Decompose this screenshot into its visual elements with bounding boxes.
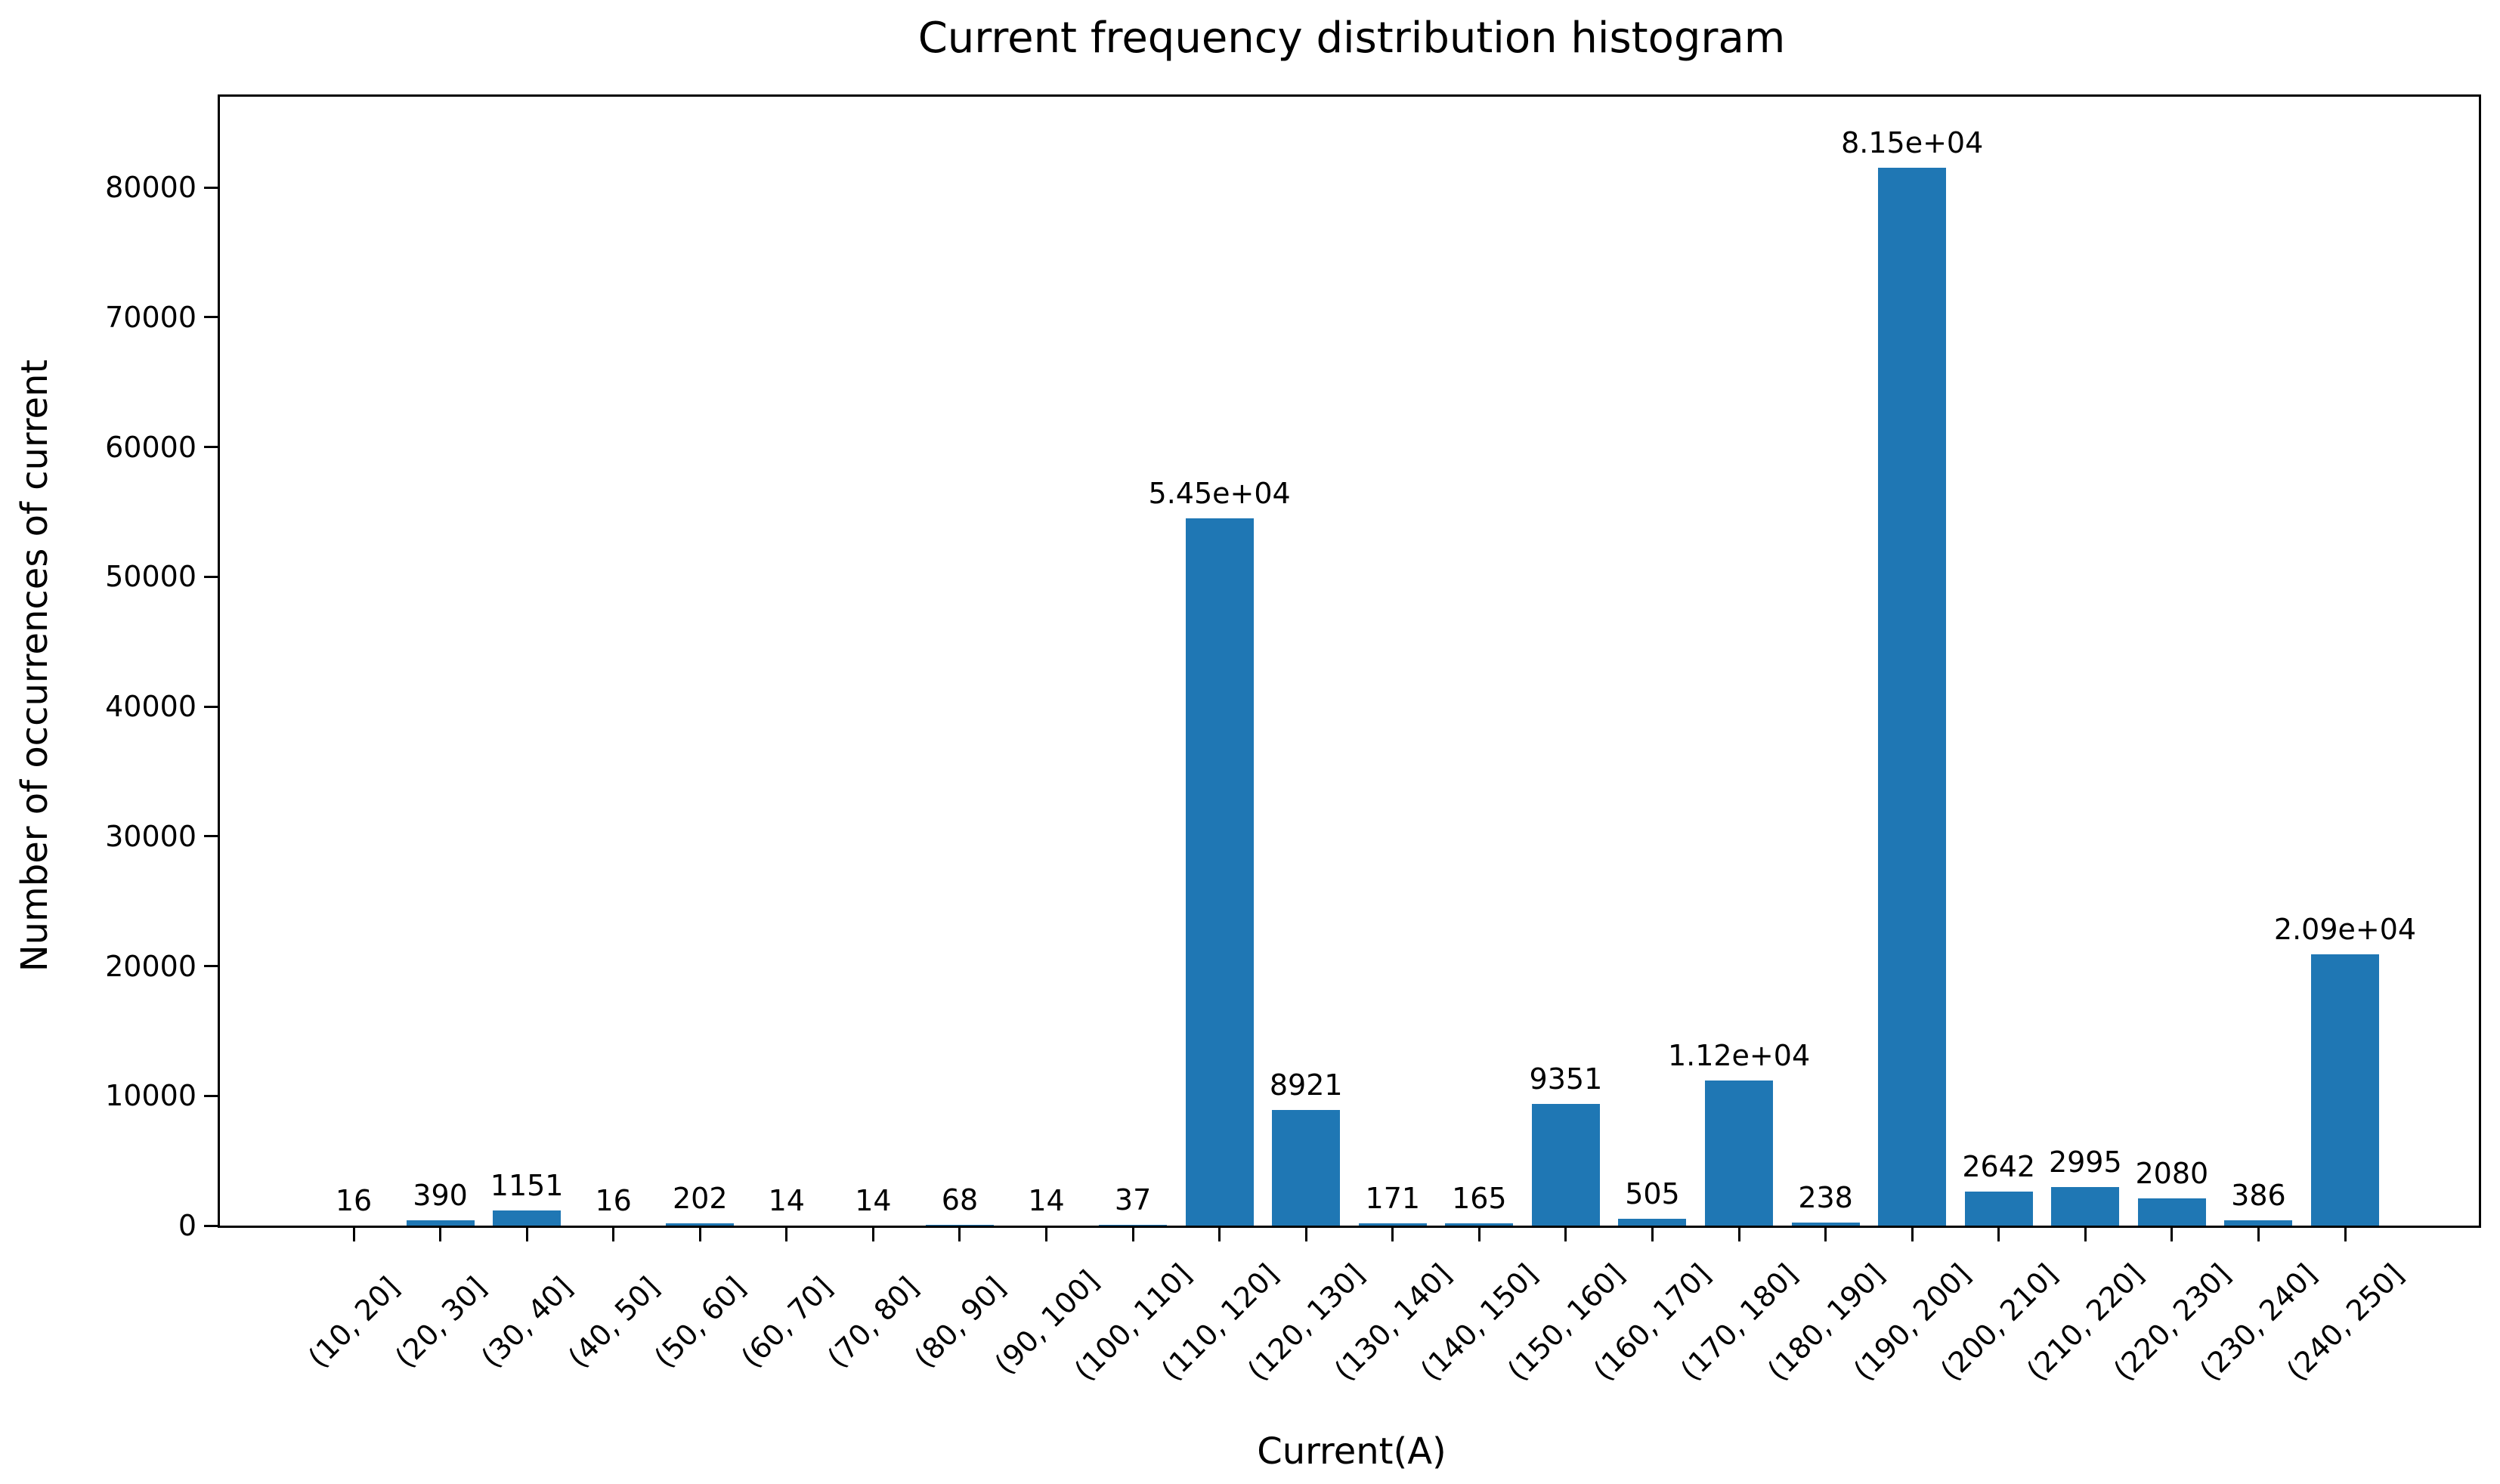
x-tick-label: (50, 60] xyxy=(648,1270,753,1374)
histogram-bar xyxy=(2311,954,2379,1226)
bar-value-label: 68 xyxy=(941,1183,979,1217)
bar-value-label: 1151 xyxy=(490,1169,564,1202)
histogram-bar xyxy=(2224,1220,2293,1226)
y-tick-label: 0 xyxy=(178,1209,196,1242)
x-axis-label: Current(A) xyxy=(1257,1430,1446,1473)
histogram-bar xyxy=(1185,518,1254,1226)
bar-value-label: 2080 xyxy=(2135,1157,2209,1190)
x-axis-tick xyxy=(1045,1228,1048,1241)
x-axis-tick xyxy=(1911,1228,1914,1241)
x-tick-label: (20, 30] xyxy=(388,1270,493,1374)
y-tick-label: 50000 xyxy=(105,560,196,594)
bar-value-label: 16 xyxy=(335,1184,373,1217)
histogram-bar xyxy=(2137,1198,2206,1226)
y-axis-tick xyxy=(204,575,218,578)
y-tick-label: 30000 xyxy=(105,819,196,853)
x-axis-tick xyxy=(1997,1228,2000,1241)
x-axis-tick xyxy=(439,1228,442,1241)
plot-area xyxy=(218,94,2481,1228)
bar-value-label: 5.45e+04 xyxy=(1148,477,1291,510)
histogram-bar xyxy=(1791,1223,1860,1226)
histogram-bar xyxy=(493,1210,562,1226)
x-axis-tick xyxy=(2170,1228,2174,1241)
bar-value-label: 2642 xyxy=(1962,1150,2036,1183)
bar-value-label: 16 xyxy=(595,1184,632,1217)
bar-value-label: 8.15e+04 xyxy=(1841,126,1984,159)
y-axis-tick xyxy=(204,705,218,708)
x-axis-tick xyxy=(698,1228,701,1241)
x-axis-tick xyxy=(1651,1228,1654,1241)
bar-value-label: 505 xyxy=(1625,1177,1680,1210)
x-axis-tick xyxy=(1824,1228,1827,1241)
x-axis-tick xyxy=(1737,1228,1740,1241)
y-axis-tick xyxy=(204,835,218,838)
y-axis-tick xyxy=(204,1094,218,1097)
histogram-bar xyxy=(1531,1104,1600,1226)
histogram-bar xyxy=(1705,1081,1774,1226)
bar-value-label: 14 xyxy=(1028,1184,1065,1217)
bar-value-label: 14 xyxy=(855,1184,892,1217)
x-tick-label: (40, 50] xyxy=(561,1270,666,1374)
x-axis-tick xyxy=(1391,1228,1394,1241)
y-axis-tick xyxy=(204,316,218,319)
histogram-bar xyxy=(1445,1223,1514,1226)
bar-value-label: 1.12e+04 xyxy=(1667,1039,1811,1072)
x-axis-tick xyxy=(2084,1228,2087,1241)
y-tick-label: 40000 xyxy=(105,690,196,724)
bar-value-label: 8921 xyxy=(1269,1068,1343,1102)
bar-value-label: 37 xyxy=(1114,1183,1152,1217)
bar-value-label: 2995 xyxy=(2048,1145,2122,1179)
x-axis-tick xyxy=(525,1228,528,1241)
y-tick-label: 10000 xyxy=(105,1079,196,1113)
histogram-bar xyxy=(1099,1225,1168,1226)
y-axis-tick xyxy=(204,446,218,449)
x-axis-tick xyxy=(1477,1228,1481,1241)
x-tick-label: (10, 20] xyxy=(302,1270,406,1374)
histogram-bar xyxy=(406,1220,475,1226)
bar-value-label: 14 xyxy=(768,1184,805,1217)
x-axis-tick xyxy=(1131,1228,1134,1241)
y-axis-tick xyxy=(204,965,218,968)
bar-value-label: 9351 xyxy=(1529,1062,1603,1096)
y-tick-label: 60000 xyxy=(105,430,196,464)
y-tick-label: 20000 xyxy=(105,949,196,983)
x-axis-tick xyxy=(785,1228,788,1241)
bar-value-label: 390 xyxy=(413,1179,468,1212)
x-axis-tick xyxy=(612,1228,615,1241)
histogram-bar xyxy=(2051,1187,2120,1226)
bar-value-label: 202 xyxy=(672,1182,728,1215)
x-axis-tick xyxy=(2344,1228,2347,1241)
x-axis-tick xyxy=(871,1228,874,1241)
y-axis-label: Number of occurrences of current xyxy=(14,359,56,972)
x-axis-tick xyxy=(958,1228,961,1241)
chart-title: Current frequency distribution histogram xyxy=(917,14,1786,63)
y-tick-label: 70000 xyxy=(105,300,196,334)
x-axis-tick xyxy=(2257,1228,2260,1241)
x-axis-tick xyxy=(1218,1228,1221,1241)
histogram-bar xyxy=(1272,1110,1341,1226)
bar-value-label: 171 xyxy=(1365,1182,1421,1215)
y-axis-tick xyxy=(204,186,218,189)
histogram-bar xyxy=(1878,168,1947,1226)
histogram-bar xyxy=(925,1225,994,1226)
histogram-bar xyxy=(666,1223,735,1226)
x-tick-label: (60, 70] xyxy=(735,1270,839,1374)
histogram-bar xyxy=(1618,1219,1687,1226)
x-tick-label: (70, 80] xyxy=(821,1270,926,1374)
x-axis-tick xyxy=(1304,1228,1307,1241)
histogram-bar xyxy=(1358,1223,1427,1226)
bar-value-label: 2.09e+04 xyxy=(2273,913,2417,946)
x-tick-label: (30, 40] xyxy=(475,1270,579,1374)
y-axis-tick xyxy=(204,1224,218,1227)
bar-value-label: 165 xyxy=(1452,1182,1507,1215)
y-tick-label: 80000 xyxy=(105,171,196,205)
x-axis-tick xyxy=(352,1228,355,1241)
histogram-bar xyxy=(1964,1192,2033,1226)
bar-value-label: 386 xyxy=(2231,1179,2286,1212)
bar-value-label: 238 xyxy=(1798,1181,1853,1214)
x-axis-tick xyxy=(1564,1228,1567,1241)
